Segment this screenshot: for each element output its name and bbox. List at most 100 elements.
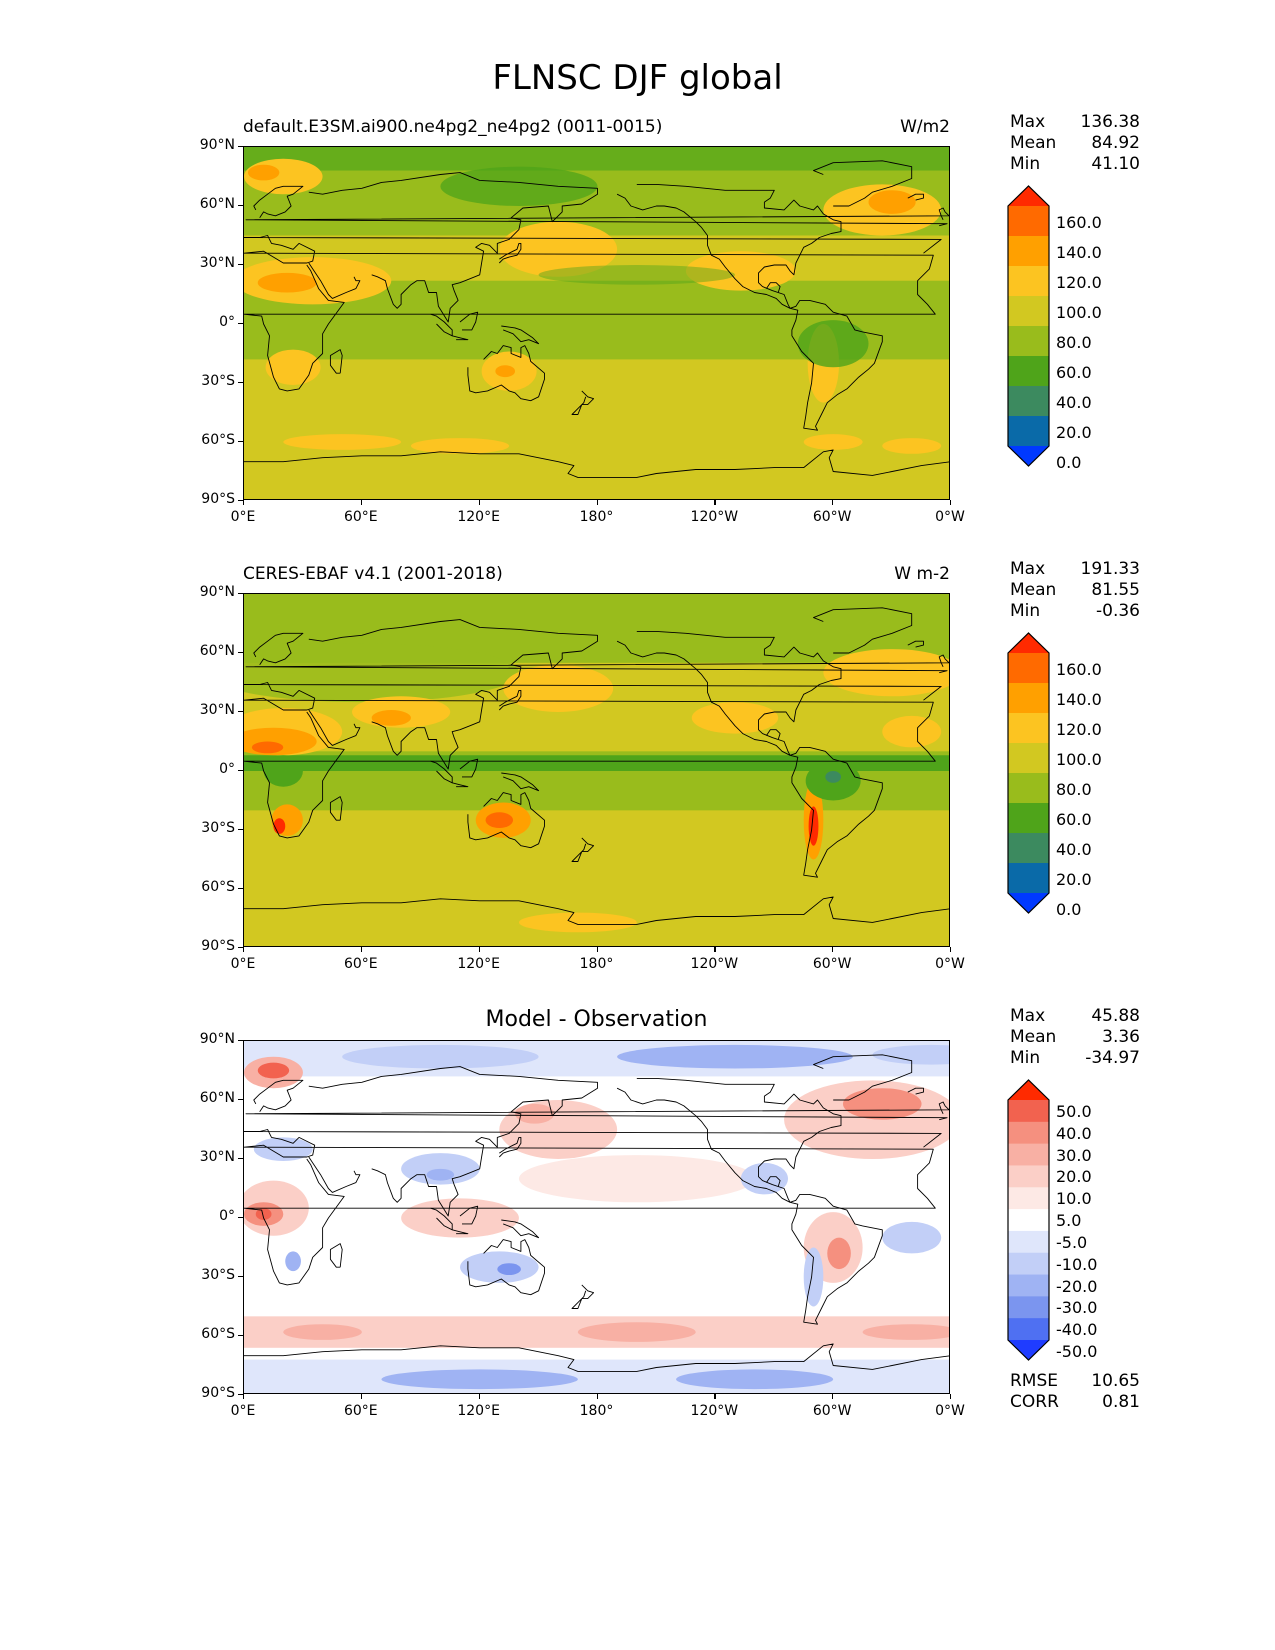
field-region (265, 349, 321, 385)
field-region (872, 1044, 949, 1065)
x-tick-mark (714, 947, 716, 952)
y-tick-label: 60°N (199, 196, 235, 212)
colorbar-extend-max (1008, 1080, 1049, 1100)
colorbar-tick-label: 80.0 (1056, 332, 1092, 352)
y-tick-mark (238, 500, 243, 502)
field-region (868, 190, 916, 214)
colorbar-tick-label: -20.0 (1056, 1276, 1098, 1296)
x-tick-label: 120°E (457, 509, 500, 525)
x-tick-label: 120°E (457, 1403, 500, 1419)
stats-value: -0.36 (1096, 601, 1140, 621)
stats-label: Min (1010, 1048, 1041, 1068)
y-tick-label: 0° (219, 761, 235, 777)
field-region (255, 1208, 272, 1220)
colorbar-tick-label: 60.0 (1056, 809, 1092, 829)
colorbar-extend-max (1008, 633, 1049, 653)
map-field (244, 1041, 949, 1393)
coastline (498, 1136, 522, 1158)
coastline (329, 349, 343, 374)
x-tick-mark (832, 500, 834, 505)
stats-row: Mean 81.55 (1010, 580, 1140, 601)
x-tick-mark (243, 500, 245, 505)
stats-row: Min 41.10 (1010, 154, 1140, 175)
panel-units: W m-2 (894, 564, 950, 584)
colorbar-tick-label: 160.0 (1056, 659, 1102, 679)
x-tick-label: 0°E (230, 1403, 256, 1419)
coastline (245, 654, 949, 674)
field-region (617, 1044, 853, 1069)
coastline (467, 345, 545, 402)
stats-row: Max 45.88 (1010, 1006, 1140, 1027)
map-field (244, 147, 949, 499)
panel-title-left: default.E3SM.ai900.ne4pg2_ne4pg2 (0011-0… (243, 117, 663, 137)
colorbar-tick-label: 100.0 (1056, 749, 1102, 769)
y-tick-label: 90°N (199, 1031, 235, 1047)
x-tick-mark (478, 947, 480, 952)
colorbar-segment (1008, 386, 1049, 417)
field-region (823, 649, 949, 697)
figure-title: FLNSC DJF global (492, 58, 783, 98)
y-tick-mark (238, 264, 243, 266)
y-tick-mark (238, 770, 243, 772)
y-tick-label: 90°S (201, 1385, 235, 1401)
y-tick-label: 90°S (201, 938, 235, 954)
map-plot-area (243, 1040, 950, 1394)
coastline (813, 1054, 913, 1101)
colorbar (1007, 632, 1050, 914)
field-region (538, 265, 735, 285)
colorbar-outline (1007, 185, 1050, 467)
stats-value: 41.10 (1091, 154, 1140, 174)
coastline (616, 640, 883, 878)
colorbar (1007, 185, 1050, 467)
x-tick-label: 60°E (343, 509, 378, 525)
field-region (495, 365, 516, 378)
y-tick-label: 30°N (199, 1149, 235, 1165)
x-tick-mark (478, 1394, 480, 1399)
colorbar-segment (1008, 356, 1049, 387)
colorbar-segment (1008, 743, 1049, 774)
colorbar-segment (1008, 1209, 1049, 1232)
coastline (308, 1066, 598, 1217)
x-tick-label: 120°W (690, 509, 739, 525)
x-tick-mark (832, 947, 834, 952)
colorbar-tick-label: -40.0 (1056, 1320, 1098, 1340)
coastline (329, 1243, 343, 1268)
field-region (497, 1263, 521, 1276)
y-tick-label: 30°N (199, 702, 235, 718)
x-tick-label: 60°W (812, 1403, 852, 1419)
stats-label: Mean (1010, 133, 1057, 153)
colorbar-extend-min (1008, 893, 1049, 913)
coastline (244, 1129, 942, 1286)
field-region (740, 1162, 788, 1195)
colorbar-tick-label: 120.0 (1056, 719, 1102, 739)
x-tick-label: 0°E (230, 956, 256, 972)
metric-value: 10.65 (1091, 1371, 1140, 1391)
coastline (308, 619, 598, 770)
y-tick-label: 30°S (201, 373, 235, 389)
stats-label: Mean (1010, 580, 1057, 600)
coastline (467, 1239, 545, 1296)
field-region (257, 1062, 290, 1079)
coastline (501, 1219, 540, 1239)
coastline (907, 193, 924, 201)
coastline (308, 262, 361, 299)
coastline (616, 1087, 883, 1325)
stats-row: Max 136.38 (1010, 112, 1140, 133)
y-tick-label: 90°S (201, 491, 235, 507)
colorbar-extend-min (1008, 1340, 1049, 1360)
y-tick-mark (238, 829, 243, 831)
colorbar-segment (1008, 1187, 1049, 1210)
colorbar-tick-label: 0.0 (1056, 899, 1082, 919)
colorbar-tick-label: 40.0 (1056, 839, 1092, 859)
coastline (329, 796, 343, 821)
map-plot-area (243, 593, 950, 947)
stats-row: Max 191.33 (1010, 559, 1140, 580)
colorbar-segment (1008, 1296, 1049, 1319)
field-region (499, 1100, 618, 1159)
y-tick-mark (238, 382, 243, 384)
coastline (571, 837, 595, 862)
coastline (498, 689, 522, 711)
colorbar-tick-label: -10.0 (1056, 1254, 1098, 1274)
field-band (244, 147, 949, 171)
stats-value: 136.38 (1080, 112, 1140, 132)
